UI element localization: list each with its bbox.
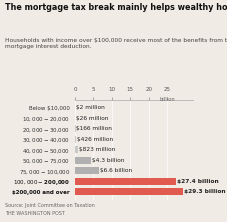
Text: $4.3 billion: $4.3 billion: [92, 158, 124, 163]
Text: $426 million: $426 million: [77, 137, 114, 142]
Text: $823 million: $823 million: [79, 147, 115, 152]
Bar: [75, 147, 78, 153]
Text: $26 million: $26 million: [76, 116, 108, 121]
Bar: [75, 157, 91, 164]
Bar: [75, 125, 76, 132]
Bar: [75, 178, 176, 185]
Text: $27.4 billion: $27.4 billion: [177, 179, 219, 184]
Text: THE WASHINGTON POST: THE WASHINGTON POST: [5, 211, 64, 216]
Text: $6.6 billion: $6.6 billion: [100, 168, 132, 173]
Text: Source: Joint Committee on Taxation: Source: Joint Committee on Taxation: [5, 202, 94, 208]
Text: $29.3 billion: $29.3 billion: [184, 189, 226, 194]
Text: $166 million: $166 million: [76, 126, 112, 131]
Bar: [75, 188, 183, 195]
Text: billion: billion: [159, 97, 175, 102]
Text: The mortgage tax break mainly helps wealthy homeowners: The mortgage tax break mainly helps weal…: [5, 3, 227, 12]
Text: $2 million: $2 million: [76, 105, 105, 110]
Text: Households with income over $100,000 receive most of the benefits from the
mortg: Households with income over $100,000 rec…: [5, 38, 227, 49]
Bar: [75, 167, 99, 174]
Bar: [75, 136, 76, 143]
